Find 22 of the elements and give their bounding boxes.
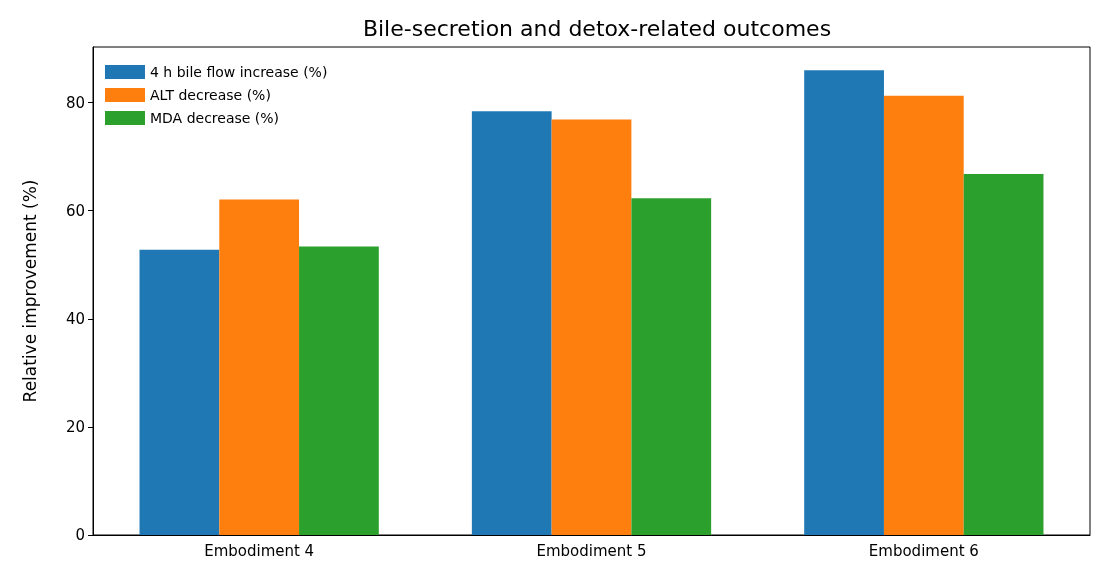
bar (963, 174, 1044, 535)
bar (551, 119, 632, 535)
bar (299, 246, 379, 535)
legend-label: MDA decrease (%) (150, 110, 280, 126)
x-tick-label: Embodiment 4 (204, 541, 315, 560)
bar (883, 95, 964, 535)
y-axis-title: Relative improvement (%) (19, 179, 40, 403)
y-tick-label: 80 (65, 93, 85, 112)
bar (804, 70, 884, 535)
bar (631, 198, 712, 535)
bar (139, 249, 220, 535)
y-tick-label: 40 (65, 309, 85, 328)
legend-label: 4 h bile flow increase (%) (150, 64, 328, 80)
legend-label: ALT decrease (%) (150, 87, 271, 103)
x-tick-label: Embodiment 6 (868, 541, 979, 560)
y-tick-label: 0 (75, 526, 85, 544)
y-tick-label: 60 (65, 201, 85, 220)
bar (219, 199, 300, 535)
x-tick-label: Embodiment 5 (536, 541, 647, 560)
y-tick-label: 20 (65, 417, 85, 436)
chart-title: Bile-secretion and detox-related outcomes (362, 15, 832, 41)
bar (471, 111, 552, 535)
